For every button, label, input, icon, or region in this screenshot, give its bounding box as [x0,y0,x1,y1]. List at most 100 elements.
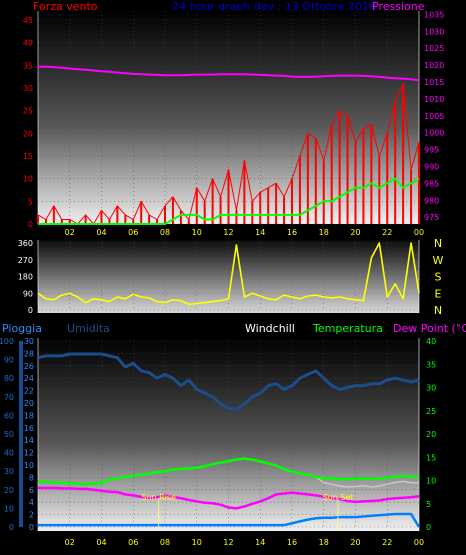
x-tick-label: 08 [160,228,170,237]
humidity-tick-label: 50 [4,430,14,439]
y-right-tick-label: 975 [424,213,439,222]
pressure-axis-title: Pressione [372,0,425,13]
x-tick-label: 04 [96,538,106,547]
rain-tick-label: 10 [24,461,34,470]
y-right-tick-label: 1020 [424,61,444,70]
y-tick-label: 40 [23,39,33,48]
rain-tick-label: 14 [24,436,34,445]
temperature-tick-label: 15 [426,453,436,462]
rain-tick-label: 20 [24,399,34,408]
y-right-tick-label: 1005 [424,112,444,121]
y-right-tick-label: 1015 [424,78,444,87]
rain-tick-label: 2 [29,511,34,520]
wind-speed-line [37,83,420,225]
x-tick-label: 22 [382,538,392,547]
sunset-annotation: Sun Set [323,493,354,531]
y-tick-label: 5 [28,197,33,206]
y-tick-label: 15 [23,152,33,161]
x-tick-label: 16 [287,228,297,237]
rain-tick-label: 16 [24,424,34,433]
wind-direction-plot-area [38,240,419,313]
humidity-tick-label: 40 [4,449,14,458]
humidity-tick-label: 30 [4,467,14,476]
rain-tick-label: 0 [29,523,34,532]
tick-labels: 0510152025303540459759809859909951000100… [0,10,444,547]
temperature-line [37,457,420,486]
direction-tick-label: 360 [18,239,33,248]
x-tick-label: 02 [65,228,75,237]
x-tick-label: 10 [192,538,202,547]
rain-tick-label: 6 [29,486,34,495]
y-tick-label: 20 [23,129,33,138]
x-tick-label: 20 [350,538,360,547]
temperature-tick-label: 40 [426,337,436,346]
temp-humidity-plot-area [38,338,419,531]
rain-tick-label: 22 [24,387,34,396]
dewpoint-legend-label: Dew Point (°C) [393,322,466,335]
y-right-tick-label: 985 [424,179,439,188]
humidity-tick-label: 70 [4,393,14,402]
x-tick-label: 00 [414,228,424,237]
x-tick-label: 06 [128,228,138,237]
temperature-tick-label: 20 [426,430,436,439]
compass-label: N [434,304,442,317]
y-right-tick-label: 1000 [424,129,444,138]
compass-label: N [434,237,442,250]
y-tick-label: 35 [23,61,33,70]
wind-axis-title: Forza vento [33,0,98,13]
rain-tick-label: 18 [24,411,34,420]
temperature-tick-label: 30 [426,384,436,393]
x-tick-label: 12 [223,538,233,547]
x-tick-label: 12 [223,228,233,237]
x-tick-label: 08 [160,538,170,547]
sunrise-annotation: Sun Rise [141,493,176,531]
rain-tick-label: 24 [24,374,34,383]
y-tick-label: 25 [23,107,33,116]
x-tick-label: 00 [414,538,424,547]
x-tick-label: 14 [255,228,265,237]
wind-direction-line [37,242,420,306]
humidity-tick-label: 60 [4,411,14,420]
rain-tick-label: 12 [24,449,34,458]
direction-tick-label: 0 [28,306,33,315]
rain-tick-label: 28 [24,349,34,358]
x-tick-label: 04 [96,228,106,237]
x-tick-label: 10 [192,228,202,237]
dewpoint-line [38,486,420,510]
compass-label: E [435,287,442,300]
temperature-tick-label: 5 [426,500,431,509]
y-tick-label: 30 [23,84,33,93]
compass-label: S [435,271,442,284]
humidity-line [37,352,420,412]
rain-tick-label: 8 [29,473,34,482]
wind-average-line [38,177,420,225]
x-tick-label: 16 [287,538,297,547]
direction-tick-label: 180 [18,273,33,282]
direction-tick-label: 90 [23,289,33,298]
humidity-tick-label: 100 [0,337,14,346]
temperature-legend-label: Temperatura [312,322,383,335]
rain-tick-label: 4 [29,498,34,507]
sunset-label: Sun Set [323,493,354,502]
sunrise-label: Sun Rise [141,493,176,502]
humidity-axis-title: Umidita [67,322,110,335]
y-right-tick-label: 1030 [424,27,444,36]
y-right-tick-label: 1025 [424,44,444,53]
rain-axis-title: Pioggia [2,322,42,335]
x-tick-label: 20 [350,228,360,237]
rain-tick-label: 26 [24,362,34,371]
y-tick-label: 10 [23,175,33,184]
y-right-tick-label: 980 [424,196,439,205]
humidity-tick-label: 20 [4,486,14,495]
y-right-tick-label: 1035 [424,10,444,19]
x-tick-label: 18 [319,538,329,547]
x-tick-label: 14 [255,538,265,547]
pressure-line [38,65,420,82]
chart-title: 24 hour graph day : 13 Ottobre 2018 [172,0,376,13]
temperature-tick-label: 10 [426,477,436,486]
temperature-tick-label: 25 [426,407,436,416]
y-tick-label: 0 [28,220,33,229]
x-tick-label: 02 [65,538,75,547]
